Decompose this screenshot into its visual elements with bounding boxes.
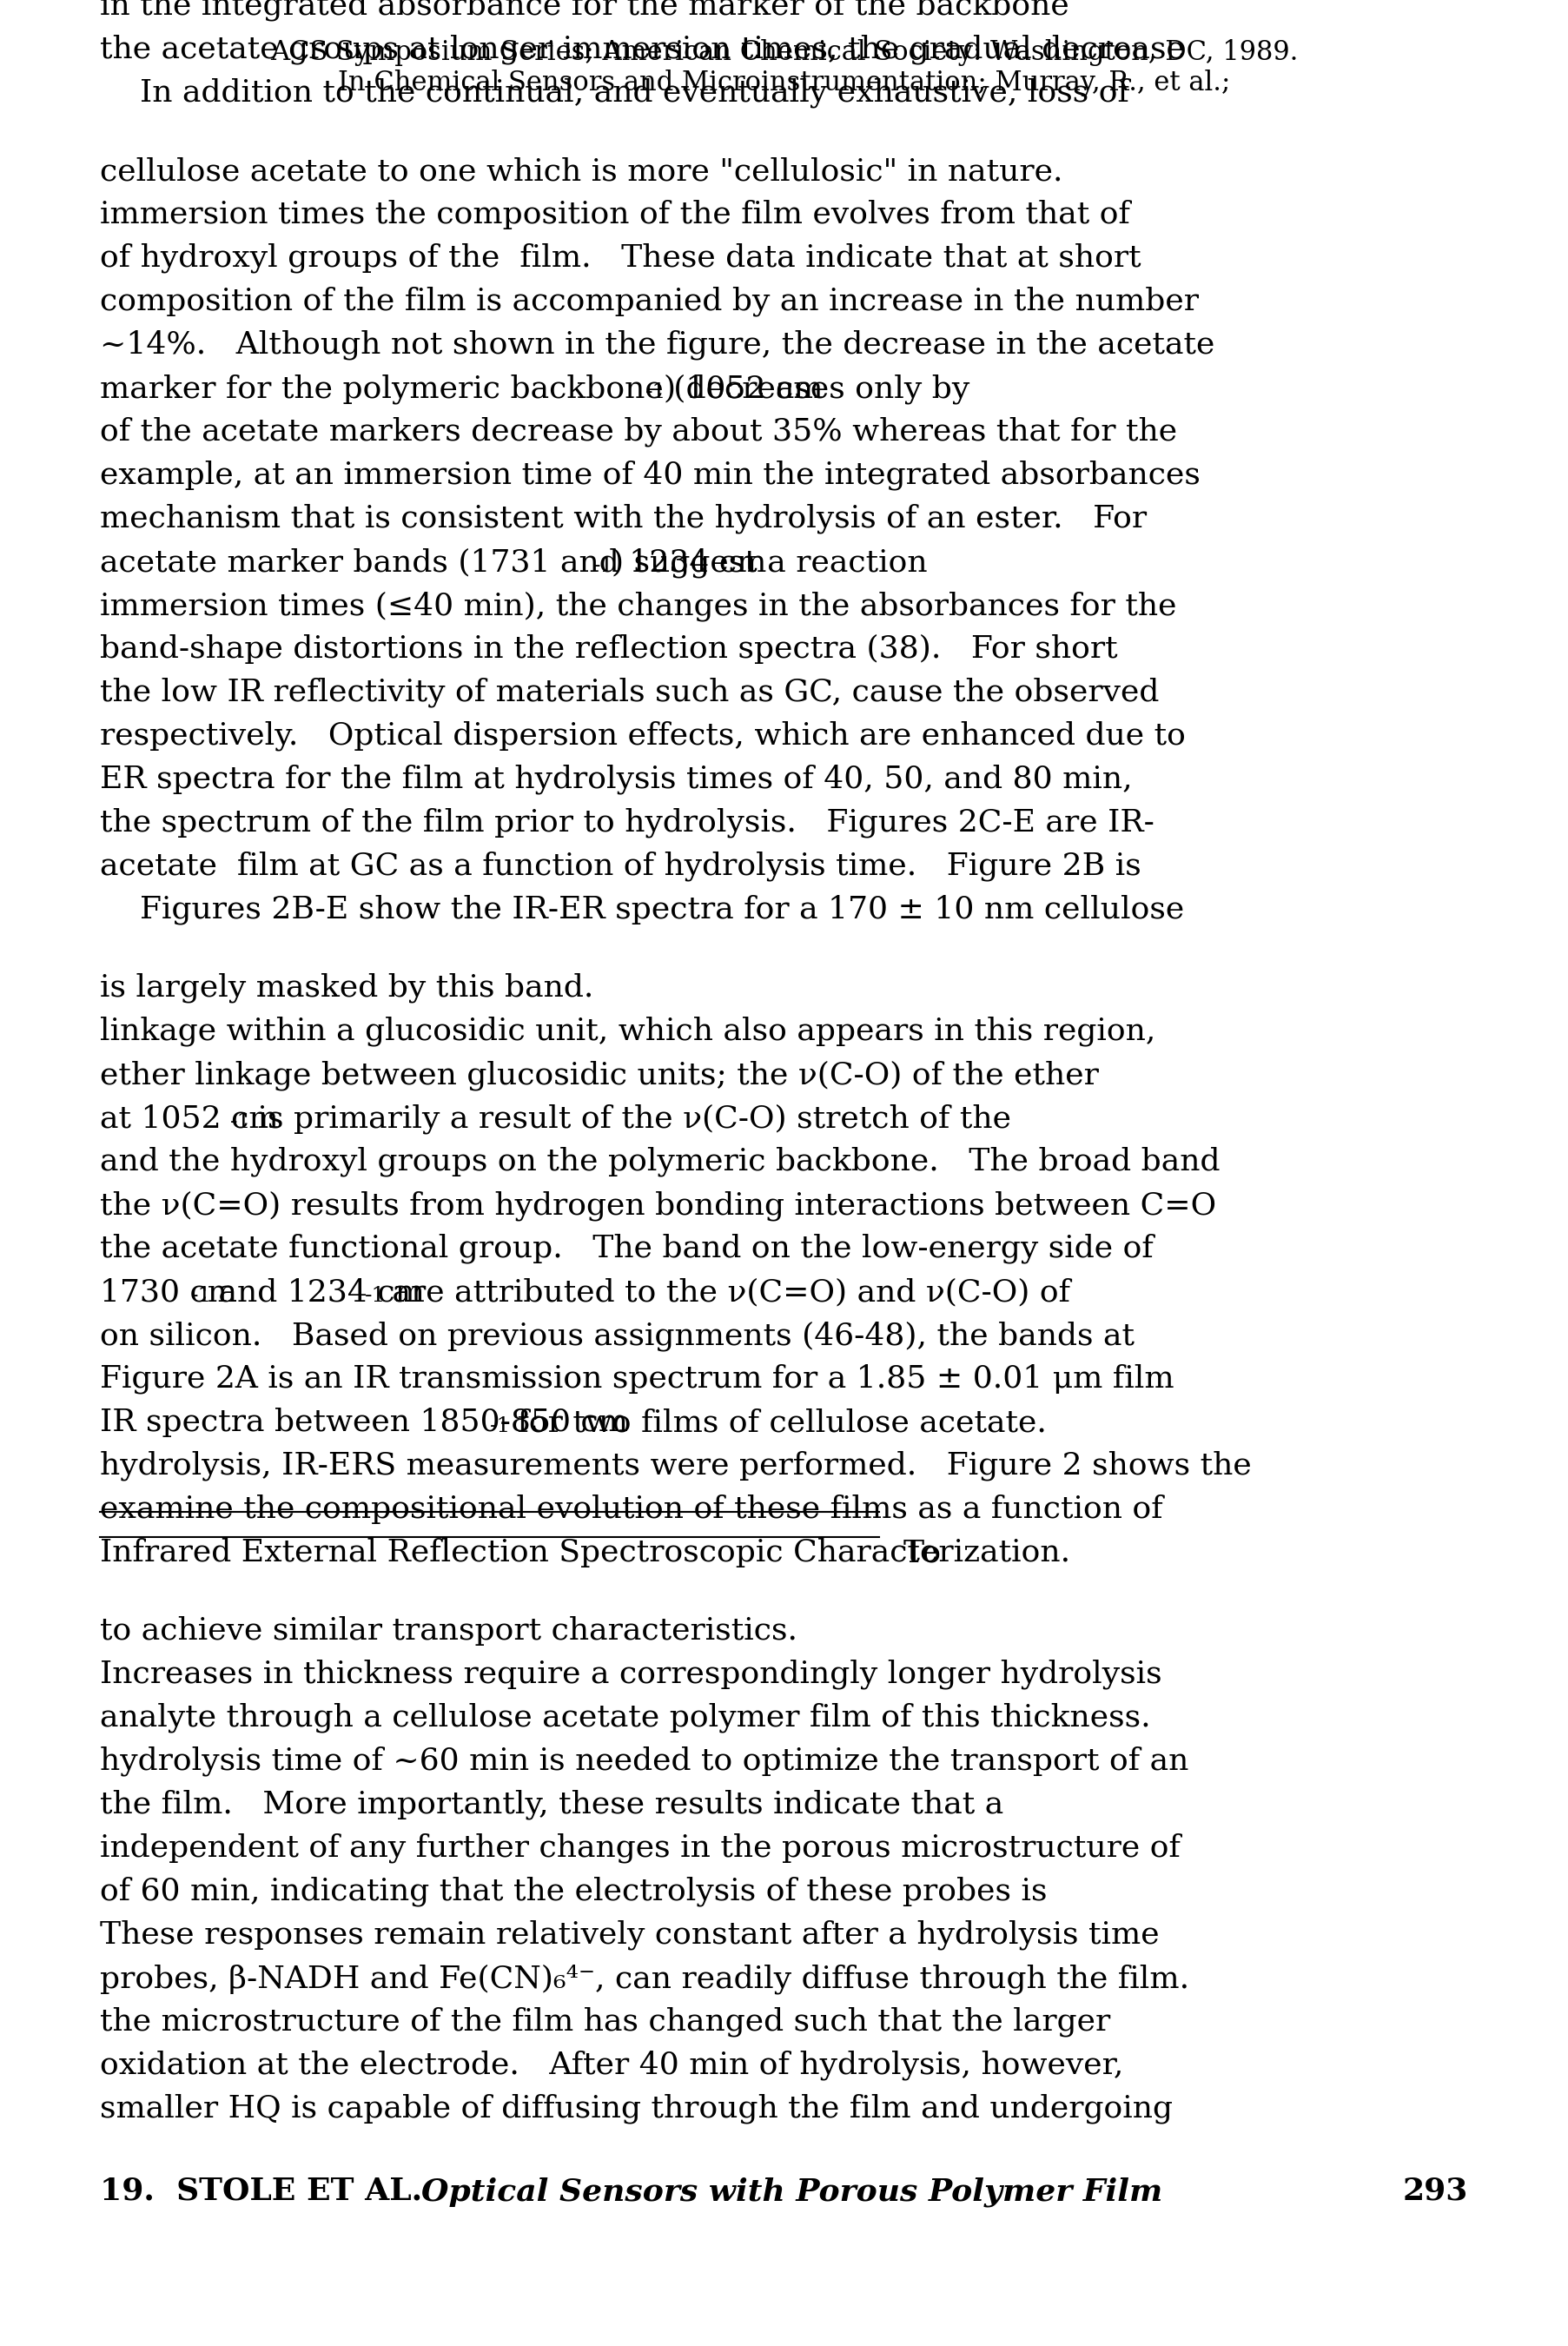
Text: -1: -1	[365, 1286, 386, 1307]
Text: hydrolysis time of ~60 min is needed to optimize the transport of an: hydrolysis time of ~60 min is needed to …	[100, 1745, 1189, 1776]
Text: IR spectra between 1850-850 cm: IR spectra between 1850-850 cm	[100, 1408, 629, 1438]
Text: the ν(C=O) results from hydrogen bonding interactions between C=O: the ν(C=O) results from hydrogen bonding…	[100, 1189, 1217, 1220]
Text: ACS Symposium Series; American Chemical Society: Washington, DC, 1989.: ACS Symposium Series; American Chemical …	[270, 40, 1298, 66]
Text: ~14%.   Although not shown in the figure, the decrease in the acetate: ~14%. Although not shown in the figure, …	[100, 331, 1215, 361]
Text: is largely masked by this band.: is largely masked by this band.	[100, 974, 594, 1004]
Text: on silicon.   Based on previous assignments (46-48), the bands at: on silicon. Based on previous assignment…	[100, 1321, 1135, 1351]
Text: Figures 2B-E show the IR-ER spectra for a 170 ± 10 nm cellulose: Figures 2B-E show the IR-ER spectra for …	[100, 894, 1184, 924]
Text: to achieve similar transport characteristics.: to achieve similar transport characteris…	[100, 1616, 798, 1645]
Text: ER spectra for the film at hydrolysis times of 40, 50, and 80 min,: ER spectra for the film at hydrolysis ti…	[100, 765, 1132, 795]
Text: of 60 min, indicating that the electrolysis of these probes is: of 60 min, indicating that the electroly…	[100, 1877, 1047, 1907]
Text: hydrolysis, IR-ERS measurements were performed.   Figure 2 shows the: hydrolysis, IR-ERS measurements were per…	[100, 1452, 1251, 1480]
Text: oxidation at the electrode.   After 40 min of hydrolysis, however,: oxidation at the electrode. After 40 min…	[100, 2050, 1124, 2081]
Text: mechanism that is consistent with the hydrolysis of an ester.   For: mechanism that is consistent with the hy…	[100, 504, 1146, 535]
Text: Infrared External Reflection Spectroscopic Characterization.: Infrared External Reflection Spectroscop…	[100, 1539, 1071, 1567]
Text: Figure 2A is an IR transmission spectrum for a 1.85 ± 0.01 μm film: Figure 2A is an IR transmission spectrum…	[100, 1363, 1174, 1394]
Text: 293: 293	[1403, 2177, 1468, 2205]
Text: and the hydroxyl groups on the polymeric backbone.   The broad band: and the hydroxyl groups on the polymeric…	[100, 1147, 1220, 1178]
Text: are attributed to the ν(C=O) and ν(C-O) of: are attributed to the ν(C=O) and ν(C-O) …	[383, 1276, 1071, 1307]
Text: probes, β-NADH and Fe(CN)₆⁴⁻, can readily diffuse through the film.: probes, β-NADH and Fe(CN)₆⁴⁻, can readil…	[100, 1964, 1190, 1994]
Text: Increases in thickness require a correspondingly longer hydrolysis: Increases in thickness require a corresp…	[100, 1659, 1162, 1689]
Text: is primarily a result of the ν(C-O) stretch of the: is primarily a result of the ν(C-O) stre…	[248, 1103, 1011, 1133]
Text: analyte through a cellulose acetate polymer film of this thickness.: analyte through a cellulose acetate poly…	[100, 1703, 1151, 1734]
Text: 1730 cm: 1730 cm	[100, 1276, 237, 1307]
Text: independent of any further changes in the porous microstructure of: independent of any further changes in th…	[100, 1832, 1181, 1863]
Text: acetate  film at GC as a function of hydrolysis time.   Figure 2B is: acetate film at GC as a function of hydr…	[100, 852, 1142, 882]
Text: at 1052 cm: at 1052 cm	[100, 1103, 279, 1133]
Text: immersion times (≤40 min), the changes in the absorbances for the: immersion times (≤40 min), the changes i…	[100, 591, 1176, 622]
Text: examine the compositional evolution of these films as a function of: examine the compositional evolution of t…	[100, 1494, 1163, 1525]
Text: Optical Sensors with Porous Polymer Film: Optical Sensors with Porous Polymer Film	[422, 2177, 1162, 2208]
Text: ) decreases only by: ) decreases only by	[663, 373, 969, 404]
Text: linkage within a glucosidic unit, which also appears in this region,: linkage within a glucosidic unit, which …	[100, 1016, 1156, 1046]
Text: -1: -1	[191, 1286, 212, 1307]
Text: To: To	[883, 1539, 941, 1567]
Text: of the acetate markers decrease by about 35% whereas that for the: of the acetate markers decrease by about…	[100, 418, 1178, 448]
Text: immersion times the composition of the film evolves from that of: immersion times the composition of the f…	[100, 199, 1131, 230]
Text: respectively.   Optical dispersion effects, which are enhanced due to: respectively. Optical dispersion effects…	[100, 720, 1185, 751]
Text: -1: -1	[230, 1112, 251, 1133]
Text: acetate marker bands (1731 and 1234 cm: acetate marker bands (1731 and 1234 cm	[100, 547, 767, 577]
Text: ether linkage between glucosidic units; the ν(C-O) of the ether: ether linkage between glucosidic units; …	[100, 1060, 1099, 1091]
Text: for two films of cellulose acetate.: for two films of cellulose acetate.	[508, 1408, 1047, 1438]
Text: the acetate functional group.   The band on the low-energy side of: the acetate functional group. The band o…	[100, 1234, 1154, 1264]
Text: In addition to the continual, and eventually exhaustive, loss of: In addition to the continual, and eventu…	[100, 77, 1129, 108]
Text: composition of the film is accompanied by an increase in the number: composition of the film is accompanied b…	[100, 286, 1200, 317]
Text: ) suggest a reaction: ) suggest a reaction	[612, 547, 927, 577]
Text: -1: -1	[646, 382, 666, 401]
Text: These responses remain relatively constant after a hydrolysis time: These responses remain relatively consta…	[100, 1921, 1159, 1950]
Text: In Chemical Sensors and Microinstrumentation; Murray, R., et al.;: In Chemical Sensors and Microinstrumenta…	[337, 70, 1231, 96]
Text: marker for the polymeric backbone (1052 cm: marker for the polymeric backbone (1052 …	[100, 373, 823, 404]
Text: the film.   More importantly, these results indicate that a: the film. More importantly, these result…	[100, 1790, 1004, 1820]
Text: the spectrum of the film prior to hydrolysis.   Figures 2C-E are IR-: the spectrum of the film prior to hydrol…	[100, 807, 1154, 838]
Text: the microstructure of the film has changed such that the larger: the microstructure of the film has chang…	[100, 2008, 1110, 2036]
Text: the low IR reflectivity of materials such as GC, cause the observed: the low IR reflectivity of materials suc…	[100, 678, 1159, 708]
Text: -1: -1	[489, 1417, 511, 1436]
Text: smaller HQ is capable of diffusing through the film and undergoing: smaller HQ is capable of diffusing throu…	[100, 2095, 1173, 2123]
Text: cellulose acetate to one which is more "cellulosic" in nature.: cellulose acetate to one which is more "…	[100, 157, 1063, 185]
Text: of hydroxyl groups of the  film.   These data indicate that at short: of hydroxyl groups of the film. These da…	[100, 244, 1142, 272]
Text: the acetate groups at longer immersion times, the gradual decrease: the acetate groups at longer immersion t…	[100, 35, 1185, 66]
Text: in the integrated absorbance for the marker of the backbone: in the integrated absorbance for the mar…	[100, 0, 1069, 21]
Text: -1: -1	[593, 556, 615, 577]
Text: example, at an immersion time of 40 min the integrated absorbances: example, at an immersion time of 40 min …	[100, 460, 1201, 490]
Text: 19.  STOLE ET AL.: 19. STOLE ET AL.	[100, 2177, 422, 2205]
Text: band-shape distortions in the reflection spectra (38).   For short: band-shape distortions in the reflection…	[100, 633, 1118, 664]
Text: and 1234 cm: and 1234 cm	[209, 1276, 425, 1307]
